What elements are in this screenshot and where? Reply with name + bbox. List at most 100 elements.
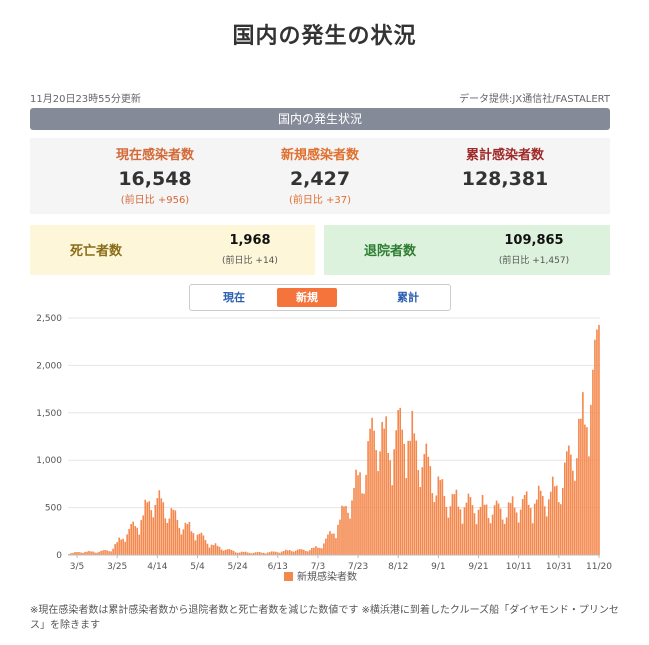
chart-bar	[473, 513, 476, 555]
chart-bar	[590, 404, 592, 555]
chart-bar	[220, 549, 223, 555]
chart-bar	[164, 518, 167, 555]
chart-bar	[497, 503, 500, 555]
chart-bar	[435, 495, 438, 555]
chart-bar	[570, 454, 572, 555]
chart-bar	[525, 491, 528, 555]
y-tick-label: 1,000	[36, 456, 62, 466]
chart-bar	[166, 522, 169, 555]
chart-bar	[214, 543, 217, 555]
chart-bar	[447, 517, 450, 555]
legend-swatch	[284, 572, 293, 581]
chart-bar	[216, 545, 219, 555]
chart-bar	[100, 550, 102, 555]
chart-bar	[176, 519, 179, 555]
chart-bar	[355, 469, 357, 555]
chart-bar	[248, 552, 251, 555]
chart-bar	[252, 552, 255, 555]
chart-bar	[200, 532, 203, 555]
chart-bar	[596, 329, 598, 555]
chart-bar	[461, 523, 464, 555]
chart-bar	[260, 552, 263, 555]
x-tick-label: 10/11	[506, 562, 532, 572]
chart-bar	[475, 524, 478, 555]
chart-bar	[339, 519, 341, 555]
chart-bar	[397, 410, 399, 555]
chart-bar	[566, 451, 568, 555]
chart-bar	[493, 505, 496, 555]
chart-bar	[331, 533, 333, 555]
toggle-new-button[interactable]: 新規	[277, 288, 337, 307]
chart-bar	[349, 518, 351, 555]
chart-bar	[335, 538, 337, 555]
chart-bar	[172, 509, 175, 555]
current-cases-value: 16,548	[118, 168, 192, 190]
chart-bar	[184, 522, 187, 555]
new-cases-value: 2,427	[289, 168, 351, 190]
chart-bar	[158, 490, 161, 555]
chart-bar	[479, 506, 482, 555]
chart-bar	[118, 537, 120, 555]
chart-bar	[513, 507, 516, 555]
chart-bar	[403, 443, 406, 555]
toggle-current-button[interactable]: 現在	[223, 291, 245, 304]
chart-bar	[148, 501, 151, 555]
chart-bar	[138, 534, 141, 555]
chart-bar	[202, 535, 205, 555]
chart-bar	[301, 549, 303, 555]
chart-bar	[186, 524, 189, 555]
chart-bar	[230, 549, 233, 555]
chart-bar	[511, 496, 514, 555]
chart-bar	[469, 497, 472, 555]
chart-bar	[198, 533, 201, 555]
chart-bar	[329, 531, 331, 555]
chart-bar	[194, 540, 197, 555]
chart-bar	[361, 493, 363, 555]
chart-bar	[401, 429, 404, 555]
chart-bar	[188, 522, 191, 555]
chart-bar	[258, 551, 261, 555]
chart-bar	[501, 519, 504, 555]
chart-bar	[487, 518, 490, 555]
chart-bar	[459, 509, 462, 555]
chart-bar	[578, 418, 580, 555]
chart-bar	[489, 523, 492, 555]
chart-bar	[297, 549, 299, 555]
chart-bar	[168, 518, 171, 555]
chart-bar	[467, 493, 470, 555]
x-tick-label: 9/21	[468, 562, 488, 572]
chart-bar	[142, 515, 145, 555]
chart-bar	[136, 527, 139, 555]
chart-bar	[307, 551, 309, 555]
chart-bar	[208, 547, 211, 555]
chart-bar	[574, 480, 576, 555]
chart-bar	[210, 544, 213, 555]
chart-bar	[379, 451, 381, 555]
chart-bar	[305, 551, 307, 555]
chart-bar	[509, 503, 512, 555]
chart-bar	[280, 551, 283, 555]
chart-bar	[495, 500, 498, 555]
chart-bar	[519, 509, 522, 555]
chart-bar	[588, 456, 590, 555]
x-tick-label: 4/14	[147, 562, 167, 572]
chart-bar	[240, 551, 243, 555]
chart-bar	[124, 541, 126, 555]
chart-bar	[517, 522, 520, 555]
chart-bar	[317, 547, 319, 555]
chart-bar	[385, 416, 387, 555]
chart-bar	[106, 550, 108, 555]
x-tick-label: 5/24	[228, 562, 248, 572]
chart-bar	[192, 533, 195, 555]
chart-bar	[383, 428, 385, 555]
chart-bar	[439, 480, 442, 555]
chart-bar	[204, 540, 207, 555]
chart-bar	[359, 472, 361, 555]
chart-bar	[309, 550, 311, 555]
chart-bar	[357, 475, 359, 555]
chart-bar	[242, 551, 245, 555]
chart-bar	[564, 462, 566, 555]
chart-bar	[453, 494, 456, 555]
total-cases-value: 128,381	[461, 168, 549, 190]
toggle-total-button[interactable]: 累計	[397, 291, 419, 304]
